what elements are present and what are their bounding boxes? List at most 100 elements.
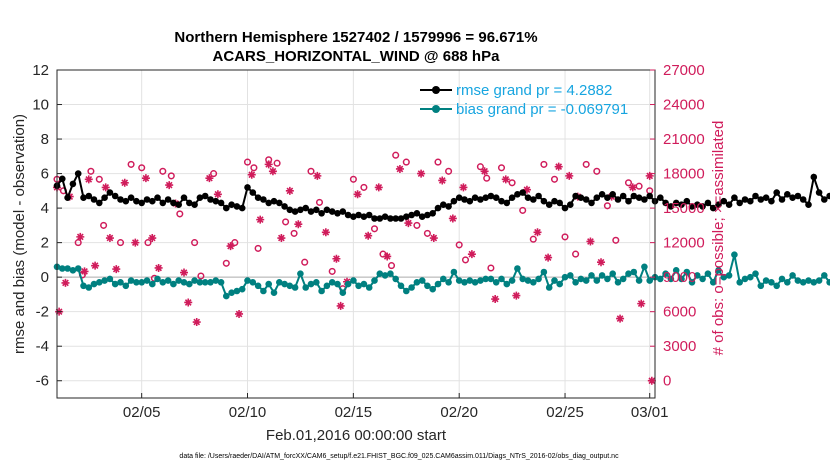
obs-possible-point (138, 164, 146, 172)
obs-assimilated-point (544, 253, 553, 262)
rmse-point (688, 203, 696, 210)
rmse-point (524, 194, 532, 201)
rmse-point (593, 194, 601, 201)
obs-assimilated-point (247, 170, 256, 179)
bias-point (74, 265, 82, 272)
rmse-point (96, 199, 103, 207)
rmse-point (397, 215, 405, 222)
bias-point (117, 279, 124, 286)
rmse-point (418, 213, 426, 220)
bias-point (731, 251, 738, 258)
bias-point (736, 279, 743, 286)
bias-point (143, 277, 151, 284)
rmse-point (704, 199, 712, 207)
rmse-point (133, 197, 140, 205)
x-tick-label: 02/20 (440, 404, 478, 421)
y-tick-label: 2 (41, 235, 49, 252)
rmse-point (281, 203, 288, 210)
bias-point (768, 279, 775, 286)
legend-bias-marker (432, 105, 440, 113)
bias-point (149, 280, 156, 288)
bias-point (175, 277, 182, 284)
obs-assimilated-point (80, 267, 89, 276)
bias-point (709, 279, 717, 286)
rmse-point (233, 203, 241, 210)
bias-point (434, 280, 442, 288)
x-tick-label: 02/10 (229, 404, 267, 421)
bias-point (387, 270, 394, 278)
rmse-point (725, 201, 733, 208)
bias-point (699, 275, 706, 283)
rmse-point (471, 194, 479, 201)
rmse-point (789, 194, 796, 201)
obs-assimilated-point (101, 183, 110, 192)
bias-point (207, 279, 214, 286)
rmse-point (609, 191, 616, 198)
bias-point (127, 277, 135, 284)
bias-point (408, 284, 415, 291)
bias-point (582, 277, 590, 284)
obs-assimilated-point (429, 234, 438, 243)
bias-point (291, 284, 299, 291)
rmse-point (540, 197, 548, 205)
bias-point (551, 277, 558, 284)
bias-point (826, 279, 830, 286)
obs-assimilated-point (395, 164, 404, 173)
rmse-point (784, 191, 791, 198)
chart-title-line1: Northern Hemisphere 1527402 / 1579996 = … (174, 29, 537, 46)
bias-point (64, 265, 71, 272)
bias-point (720, 273, 728, 281)
rmse-point (170, 199, 177, 207)
obs-possible-point (413, 221, 421, 229)
rmse-point (709, 204, 717, 212)
rmse-point (276, 199, 283, 207)
rmse-point (657, 194, 664, 201)
rmse-point (270, 197, 278, 205)
bias-point (413, 279, 421, 286)
rmse-point (413, 210, 421, 217)
obs-assimilated-point (321, 228, 330, 237)
bias-point (69, 267, 77, 274)
rmse-point (498, 197, 505, 205)
obs-assimilated-point (533, 228, 542, 237)
obs-possible-point (116, 239, 125, 247)
obs-possible-point (301, 258, 309, 266)
rmse-point (482, 194, 490, 201)
rmse-point (238, 204, 246, 212)
bias-point (508, 277, 516, 284)
bias-point (133, 279, 140, 286)
y2-tick-label: 3000 (663, 338, 696, 355)
rmse-point (545, 201, 553, 208)
rmse-point (662, 199, 669, 207)
bias-point (487, 275, 495, 283)
rmse-point (376, 215, 384, 222)
x-tick-label: 02/25 (546, 404, 584, 421)
rmse-point (297, 206, 304, 214)
y2-tick-label: 18000 (663, 166, 705, 183)
footnote: data file: /Users/raeder/DAI/ATM_forcXX/… (179, 453, 619, 460)
obs-assimilated-point (480, 167, 489, 176)
bias-point (323, 282, 331, 290)
bias-point (672, 267, 680, 274)
bias-point (609, 270, 616, 278)
obs-possible-point (243, 158, 252, 166)
plot-area (57, 70, 655, 398)
obs-assimilated-point (501, 175, 510, 184)
rmse-point (138, 199, 145, 207)
obs-possible-point (392, 151, 400, 159)
obs-possible-point (159, 167, 167, 175)
bias-point (228, 289, 235, 297)
rmse-point (672, 199, 680, 207)
bias-point (355, 282, 362, 290)
rmse-point (85, 192, 93, 200)
obs-assimilated-point (417, 169, 426, 178)
rmse-point (318, 210, 325, 217)
x-axis-ticks: 02/05 02/10 02/15 02/20 02/25 03/01 (123, 393, 668, 421)
bias-point (328, 279, 336, 286)
bias-point (678, 275, 685, 283)
bias-point (815, 277, 823, 284)
bias-point (339, 289, 347, 297)
bias-point (201, 279, 209, 286)
bias-point (466, 277, 474, 284)
rmse-point (556, 199, 563, 207)
